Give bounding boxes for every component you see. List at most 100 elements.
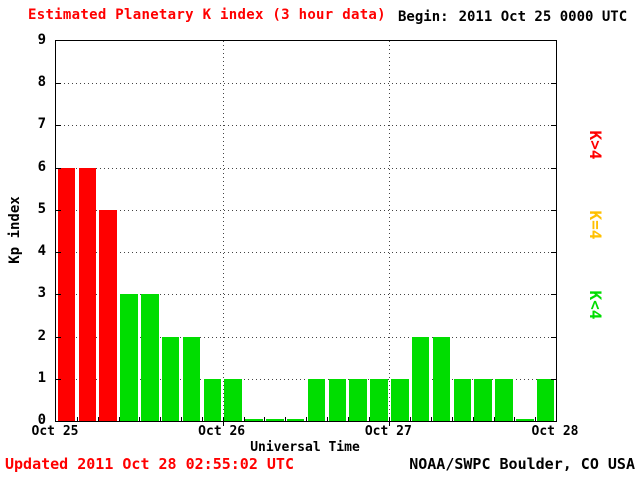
kp-bar [266, 419, 284, 421]
h-gridline [56, 83, 556, 85]
kp-bar [161, 336, 180, 421]
y-tick [551, 336, 556, 338]
y-tick [56, 209, 61, 211]
y-tick-label: 0 [37, 412, 46, 428]
x-tick-label: Oct 25 [31, 424, 79, 439]
kp-bar [536, 378, 555, 421]
kp-bar [328, 378, 346, 421]
x-minor-tick [118, 417, 120, 421]
updated-timestamp: Updated 2011 Oct 28 02:55:02 UTC [5, 455, 294, 473]
source-credit: NOAA/SWPC Boulder, CO USA [409, 455, 635, 473]
x-minor-tick [139, 417, 141, 421]
x-minor-tick [285, 417, 287, 421]
x-minor-tick [431, 417, 432, 421]
x-minor-tick [306, 417, 307, 421]
x-minor-tick [410, 417, 412, 421]
kp-bar [120, 294, 138, 421]
y-tick [551, 83, 556, 85]
kp-bar [182, 336, 201, 421]
x-axis-title: Universal Time [250, 440, 360, 455]
bars [56, 41, 556, 421]
y-tick-label: 4 [37, 243, 46, 260]
begin-value: 2011 Oct 25 0000 UTC [458, 9, 628, 25]
y-tick-label: 7 [37, 116, 46, 133]
kp-bar [307, 378, 326, 421]
plot-area [55, 40, 557, 426]
y-tick-labels: 0 1 2 3 4 5 6 7 8 9 [28, 32, 48, 428]
y-tick [551, 125, 556, 127]
kp-bar [203, 378, 221, 421]
legend-k-eq-4: K=4 [586, 210, 605, 240]
x-minor-tick [326, 417, 328, 421]
y-axis-title: Kp index [7, 196, 23, 264]
kp-bar [349, 378, 367, 421]
y-tick [551, 294, 556, 296]
x-minor-tick [368, 417, 370, 421]
x-minor-tick [222, 417, 224, 421]
y-tick [551, 252, 556, 254]
h-gridline [56, 378, 556, 380]
y-tick [56, 336, 61, 338]
y-tick [56, 378, 61, 380]
kp-bar [370, 378, 388, 421]
x-minor-tick [264, 417, 266, 421]
x-minor-tick [535, 417, 537, 421]
kp-bar [245, 419, 263, 421]
x-tick-label: Oct 27 [364, 424, 412, 439]
h-gridline [56, 167, 556, 169]
kp-bar [432, 336, 451, 421]
kp-bar [391, 378, 409, 421]
x-minor-tick [201, 417, 203, 421]
h-gridline [56, 252, 556, 254]
y-tick [551, 209, 556, 211]
x-minor-tick [160, 417, 162, 421]
x-minor-tick [389, 417, 391, 421]
x-day-tick [222, 421, 224, 426]
x-minor-tick [76, 417, 78, 421]
h-gridline [56, 209, 556, 211]
kp-bar [516, 419, 534, 421]
legend-k-gt-4: K>4 [586, 130, 605, 160]
x-day-tick [389, 421, 391, 426]
axis-ticks [56, 41, 556, 426]
kp-bar [474, 378, 492, 421]
kp-bar [411, 336, 430, 421]
y-tick-label: 8 [37, 74, 46, 91]
y-tick-label: 3 [37, 285, 46, 302]
kp-bar [495, 378, 513, 421]
x-minor-tick [97, 417, 99, 421]
h-gridline [56, 336, 556, 338]
y-tick [56, 83, 61, 85]
begin-label: Begin: [398, 9, 449, 25]
y-tick [56, 167, 61, 169]
x-minor-tick [347, 417, 349, 421]
x-tick-label: Oct 28 [531, 424, 579, 439]
v-gridline [222, 41, 224, 421]
x-minor-tick [451, 417, 453, 421]
y-tick-label: 2 [37, 327, 46, 344]
y-tick-label: 1 [37, 369, 46, 386]
y-tick-label: 5 [37, 200, 46, 217]
y-tick [551, 167, 556, 169]
x-minor-tick [514, 417, 516, 421]
kp-bar [453, 378, 471, 421]
h-gridline [56, 294, 556, 296]
kp-bar [99, 209, 117, 421]
kp-bar [224, 378, 242, 421]
begin-timestamp: Begin: 2011 Oct 25 0000 UTC [398, 9, 627, 25]
kp-bar [78, 167, 96, 421]
y-tick-label: 6 [37, 158, 46, 175]
x-minor-tick [493, 417, 495, 421]
kp-bar [286, 419, 305, 421]
y-tick [551, 378, 556, 380]
y-tick-label: 9 [37, 32, 46, 48]
x-tick-label: Oct 26 [198, 424, 246, 439]
y-tick [56, 252, 61, 254]
y-tick [56, 125, 61, 127]
x-minor-tick [472, 417, 474, 421]
h-gridline [56, 125, 556, 127]
x-minor-tick [181, 417, 182, 421]
gridlines [56, 41, 556, 421]
x-tick-labels: Oct 25 Oct 26 Oct 27 Oct 28 [32, 424, 579, 440]
